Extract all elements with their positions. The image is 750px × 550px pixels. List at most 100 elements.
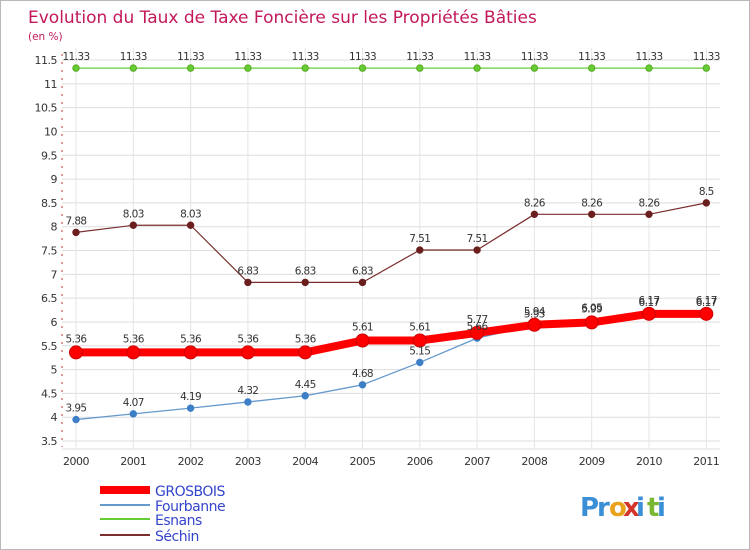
data-label: 8.26 bbox=[639, 197, 661, 209]
data-point-esnans bbox=[301, 64, 309, 72]
y-tick-label: 5.5 bbox=[41, 340, 57, 353]
data-point-grosbois bbox=[584, 315, 599, 330]
y-tick-label: 6.5 bbox=[41, 292, 57, 305]
x-tick-label: 2006 bbox=[407, 455, 433, 468]
data-label: 11.33 bbox=[406, 51, 433, 63]
data-point-grosbois bbox=[69, 345, 83, 360]
x-tick-label: 2005 bbox=[350, 455, 376, 468]
chart-title: Evolution du Taux de Taxe Foncière sur l… bbox=[28, 8, 537, 28]
data-point-esnans bbox=[588, 64, 596, 72]
data-point-esnans bbox=[358, 64, 367, 72]
series-layer bbox=[69, 64, 714, 424]
data-point-séchin bbox=[129, 221, 138, 229]
data-point-séchin bbox=[645, 210, 653, 219]
data-point-séchin bbox=[588, 210, 596, 219]
y-tick-label: 11 bbox=[44, 78, 57, 91]
data-point-grosbois bbox=[183, 345, 198, 360]
data-label: 11.33 bbox=[578, 51, 605, 63]
x-tick-label: 2003 bbox=[235, 455, 261, 468]
logo-letter: r bbox=[597, 493, 610, 523]
data-point-séchin bbox=[72, 228, 80, 237]
data-label: 11.33 bbox=[292, 51, 319, 63]
y-tick-label: 8 bbox=[51, 221, 58, 234]
data-label: 7.88 bbox=[66, 215, 87, 227]
data-label: 5.94 bbox=[524, 306, 546, 318]
logo-letter: i bbox=[636, 493, 645, 523]
data-point-fourbanne bbox=[72, 415, 80, 424]
y-tick-label: 4 bbox=[51, 411, 58, 424]
legend-label: Esnans bbox=[155, 513, 202, 529]
data-label: 6.17 bbox=[639, 297, 660, 309]
data-label: 5.15 bbox=[409, 345, 430, 357]
data-label: 4.19 bbox=[180, 391, 201, 403]
data-label: 11.33 bbox=[62, 51, 89, 63]
x-tick-label: 2000 bbox=[63, 455, 89, 468]
y-tick-label: 10 bbox=[44, 125, 57, 138]
y-tick-label: 9 bbox=[51, 173, 58, 186]
x-tick-label: 2002 bbox=[178, 455, 204, 468]
data-label: 4.07 bbox=[123, 397, 144, 409]
data-label: 5.61 bbox=[409, 322, 430, 334]
data-label: 11.33 bbox=[349, 51, 376, 63]
data-label: 5.77 bbox=[467, 314, 488, 326]
data-label: 7.51 bbox=[467, 233, 488, 245]
data-labels-layer: 11.33 11.33 11.33 11.33 11.33 11.33 11.33 11.33… bbox=[62, 51, 720, 414]
data-label: 8.26 bbox=[581, 197, 603, 209]
data-label: 11.33 bbox=[177, 51, 204, 63]
data-point-fourbanne bbox=[186, 404, 195, 412]
y-tick-label: 8.5 bbox=[41, 197, 57, 210]
data-label: 4.68 bbox=[352, 368, 373, 380]
data-label: 6.83 bbox=[237, 265, 258, 277]
data-point-séchin bbox=[186, 221, 195, 229]
data-label: 5.36 bbox=[66, 333, 88, 345]
data-point-grosbois bbox=[642, 306, 656, 321]
data-label: 8.03 bbox=[123, 208, 144, 220]
series-line-séchin bbox=[75, 202, 707, 284]
data-point-séchin bbox=[530, 210, 539, 219]
y-tick-label: 7 bbox=[51, 268, 58, 281]
data-point-fourbanne bbox=[358, 381, 367, 389]
y-tick-label: 9.5 bbox=[41, 149, 57, 162]
data-label: 8.03 bbox=[180, 208, 201, 220]
data-label: 11.33 bbox=[693, 51, 720, 63]
logo-letter: x bbox=[623, 493, 640, 523]
data-point-esnans bbox=[244, 64, 252, 72]
data-point-séchin bbox=[416, 246, 424, 254]
data-label: 11.33 bbox=[234, 51, 261, 63]
data-point-grosbois bbox=[298, 345, 313, 360]
data-label: 6.83 bbox=[295, 265, 316, 277]
data-point-grosbois bbox=[527, 317, 542, 332]
gridlines bbox=[62, 48, 720, 449]
data-point-esnans bbox=[416, 64, 424, 72]
data-label: 5.93 bbox=[524, 308, 545, 320]
legend-label: Fourbanne bbox=[155, 499, 225, 515]
logo-letter: o bbox=[609, 493, 627, 523]
x-tick-label: 2008 bbox=[521, 455, 547, 468]
data-point-grosbois bbox=[412, 333, 427, 348]
logo-letter: t bbox=[647, 493, 659, 523]
y-tick-label: 4.5 bbox=[41, 387, 57, 400]
data-label: 6.83 bbox=[352, 265, 373, 277]
data-point-séchin bbox=[473, 246, 481, 254]
data-point-fourbanne bbox=[416, 358, 424, 367]
data-point-fourbanne bbox=[129, 410, 138, 418]
y-tick-label: 11.5 bbox=[35, 54, 58, 67]
data-point-fourbanne bbox=[301, 392, 309, 400]
y-tick-label: 6 bbox=[51, 316, 58, 329]
data-label: 8.5 bbox=[699, 186, 714, 198]
data-label: 4.32 bbox=[237, 385, 258, 397]
data-point-séchin bbox=[244, 278, 252, 287]
data-label: 6.17 bbox=[639, 295, 660, 307]
y-tick-label: 5 bbox=[51, 364, 58, 377]
data-point-séchin bbox=[358, 278, 367, 287]
data-label: 5.36 bbox=[180, 333, 202, 345]
data-label: 6.17 bbox=[696, 295, 717, 307]
data-point-fourbanne bbox=[244, 398, 252, 406]
data-point-grosbois bbox=[355, 333, 370, 348]
data-label: 5.36 bbox=[123, 333, 145, 345]
data-point-esnans bbox=[530, 64, 539, 72]
y-tick-label: 3.5 bbox=[41, 435, 57, 448]
data-point-esnans bbox=[129, 64, 138, 72]
